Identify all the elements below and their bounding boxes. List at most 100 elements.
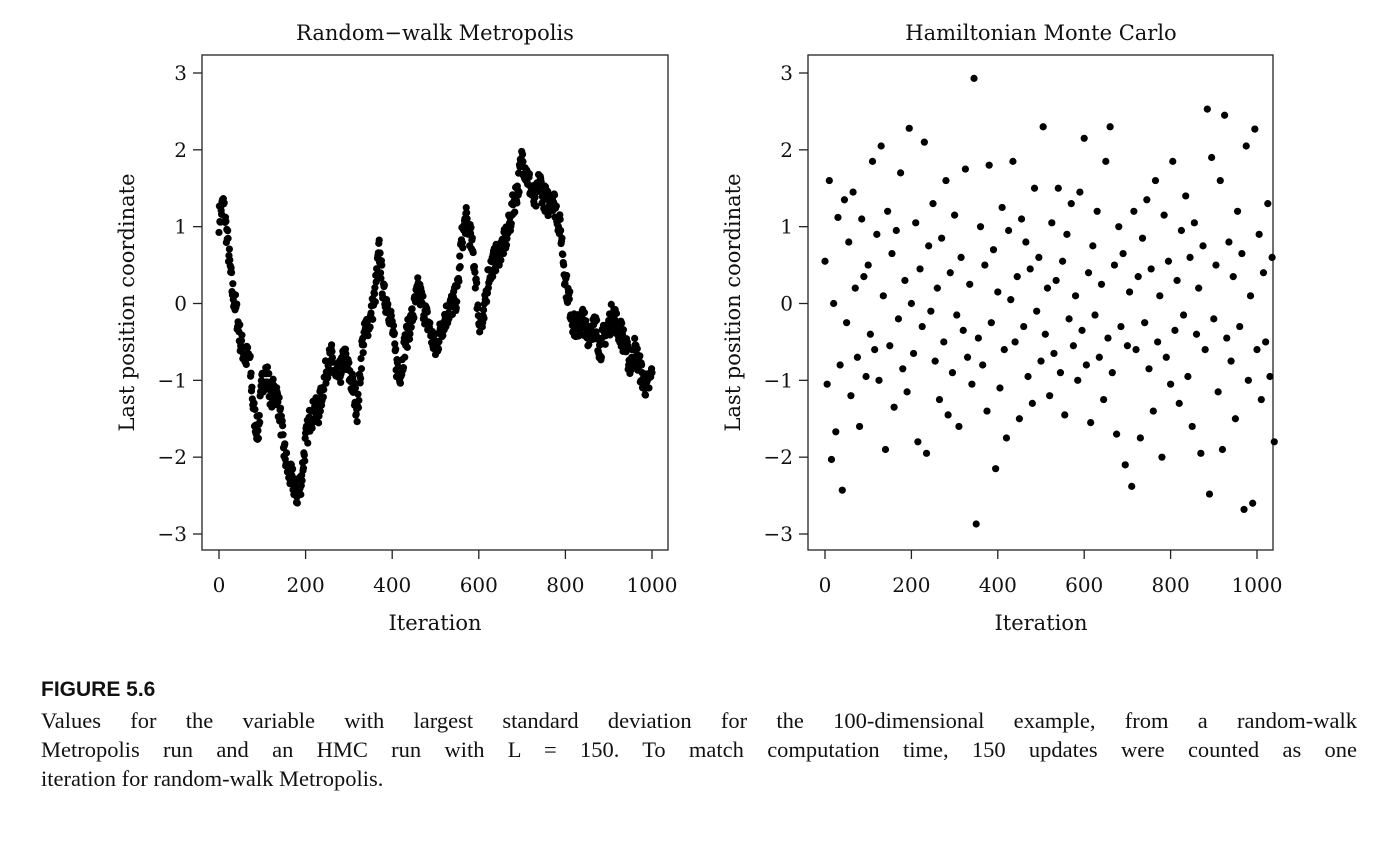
- data-point: [1121, 461, 1129, 469]
- data-point: [479, 306, 488, 314]
- data-point: [263, 363, 272, 371]
- data-point: [1065, 315, 1073, 323]
- data-point: [293, 499, 301, 507]
- data-point: [1162, 353, 1170, 361]
- data-point: [1035, 253, 1043, 261]
- data-point: [918, 322, 926, 331]
- data-point: [414, 274, 422, 282]
- data-point: [497, 256, 505, 264]
- data-point: [1130, 207, 1138, 215]
- data-point: [966, 280, 974, 288]
- y-tick-label: 1: [780, 215, 793, 239]
- data-point: [1048, 219, 1056, 227]
- data-point: [1238, 249, 1246, 258]
- data-point: [1039, 123, 1047, 131]
- data-point: [1093, 207, 1101, 215]
- data-point: [585, 340, 593, 349]
- data-point: [248, 383, 256, 391]
- data-point: [994, 288, 1002, 296]
- data-point: [1177, 226, 1185, 235]
- x-tick-label: 0: [213, 573, 226, 597]
- data-point: [392, 345, 400, 353]
- data-point: [354, 390, 362, 398]
- data-point: [1015, 415, 1024, 423]
- data-point: [619, 326, 628, 334]
- data-point: [405, 335, 414, 343]
- data-point: [276, 404, 285, 412]
- data-point: [403, 343, 411, 351]
- data-point: [470, 262, 479, 271]
- data-points: [821, 74, 1278, 528]
- data-point: [899, 365, 907, 373]
- data-point: [961, 165, 970, 173]
- data-point: [1037, 357, 1045, 365]
- x-tick-label: 0: [819, 573, 832, 597]
- data-point: [832, 428, 840, 436]
- data-point: [459, 244, 467, 252]
- data-point: [840, 196, 849, 204]
- data-point: [987, 319, 995, 327]
- data-point: [269, 375, 277, 383]
- data-point: [866, 330, 874, 338]
- data-point: [940, 338, 948, 346]
- data-point: [853, 353, 862, 361]
- data-point: [618, 319, 626, 327]
- plot-panel-1: Random−walk Metropolis Iteration Last posi…: [115, 21, 677, 635]
- data-point: [233, 300, 241, 308]
- data-point: [375, 236, 383, 244]
- data-point: [1240, 505, 1248, 514]
- data-point: [916, 265, 924, 273]
- data-point: [638, 361, 646, 369]
- data-point: [556, 215, 564, 223]
- data-point: [1208, 153, 1216, 162]
- data-point: [557, 226, 565, 235]
- data-point: [566, 288, 574, 296]
- data-point: [1249, 499, 1257, 507]
- data-point: [1167, 380, 1175, 388]
- data-point: [622, 348, 630, 356]
- caption-line-3: iteration for random-walk Metropolis.: [41, 766, 384, 791]
- data-point: [222, 217, 230, 225]
- x-tick-label: 800: [1152, 573, 1190, 597]
- plot-title: Hamiltonian Monte Carlo: [905, 21, 1176, 45]
- x-tick-label: 800: [546, 573, 584, 597]
- data-point: [408, 305, 416, 313]
- data-point: [1108, 369, 1116, 377]
- data-point: [1197, 449, 1205, 457]
- data-point: [308, 424, 316, 432]
- data-point: [1270, 438, 1278, 446]
- data-point: [1119, 249, 1127, 258]
- data-point: [1210, 315, 1218, 323]
- data-point: [938, 234, 946, 242]
- data-point: [888, 249, 896, 258]
- data-point: [1203, 105, 1211, 113]
- x-tick-label: 600: [1065, 573, 1103, 597]
- x-tick-label: 400: [373, 573, 411, 597]
- x-tick-label: 400: [979, 573, 1017, 597]
- data-point: [1002, 434, 1011, 442]
- data-point: [1017, 215, 1026, 223]
- y-tick-label: 1: [174, 215, 187, 239]
- y-tick-label: −1: [764, 368, 793, 392]
- data-point: [350, 378, 358, 387]
- data-point: [1186, 253, 1194, 261]
- data-point: [1100, 395, 1108, 404]
- data-point: [897, 169, 905, 177]
- data-point: [469, 248, 477, 257]
- data-point: [836, 361, 844, 369]
- data-point: [1132, 346, 1140, 354]
- data-point: [1041, 330, 1049, 338]
- data-point: [645, 384, 653, 392]
- data-point: [985, 161, 993, 169]
- data-point: [1102, 157, 1110, 165]
- data-point: [359, 349, 367, 357]
- data-point: [864, 261, 872, 269]
- x-tick-label: 1000: [1232, 573, 1283, 597]
- data-point: [371, 298, 379, 306]
- data-point: [903, 388, 911, 396]
- data-point: [1199, 242, 1207, 250]
- data-point: [275, 393, 283, 402]
- data-point: [456, 263, 464, 271]
- data-point: [912, 219, 920, 227]
